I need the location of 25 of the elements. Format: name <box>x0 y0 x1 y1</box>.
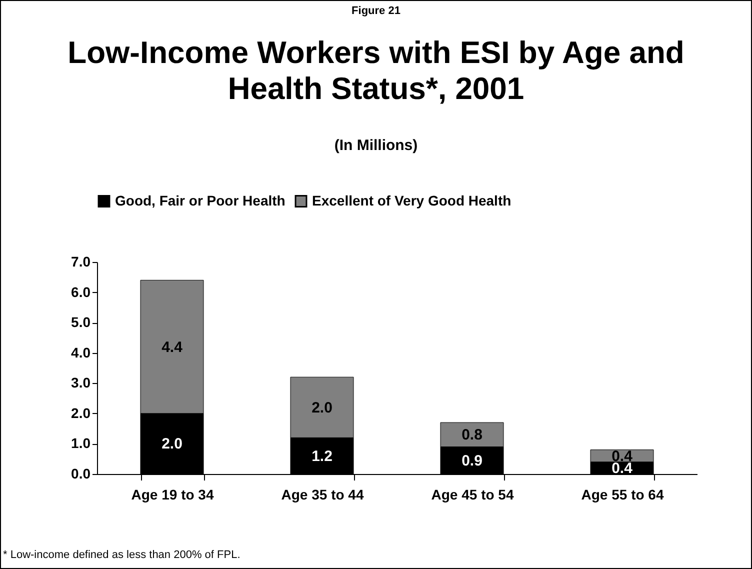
text: * Low-income defined as less than 200% of FPL. <box>3 549 240 561</box>
data-label: 2.0 <box>312 399 332 416</box>
data-label: 2.0 <box>162 436 182 453</box>
data-label: 4.4 <box>162 338 184 356</box>
y-tick-label: 0.0 <box>71 466 91 482</box>
data-label: 0.9 <box>462 452 482 470</box>
y-tick-label: 3.0 <box>71 374 91 391</box>
y-tick-label: 5.0 <box>71 314 91 330</box>
data-label: 1.2 <box>312 448 332 465</box>
x-tick-label: Age 45 to 54 <box>431 486 514 502</box>
legend-label: Excellent of Very Good Health <box>312 192 512 208</box>
chart-subtitle: (In Millions) <box>333 137 419 154</box>
y-tick-label: 2.0 <box>71 404 91 421</box>
x-tick-label: Age 55 to 64 <box>581 486 664 502</box>
caption: Figure 21 <box>350 5 402 17</box>
y-tick-label: 1.0 <box>71 435 91 452</box>
y-tick-label: 6.0 <box>71 284 91 300</box>
y-tick-label: 4.0 <box>71 344 91 360</box>
x-tick-label: Age 35 to 44 <box>281 486 364 502</box>
data-label: 0.8 <box>462 426 482 444</box>
x-tick-label: Age 19 to 34 <box>131 486 214 502</box>
data-label: 0.4 <box>612 460 634 477</box>
chart-title: Low-Income Workers with ESI by Age and Health Status*, 2001 <box>66 35 686 107</box>
legend-label: Good, Fair or Poor Health <box>115 192 286 208</box>
y-tick-label: 7.0 <box>71 254 91 270</box>
